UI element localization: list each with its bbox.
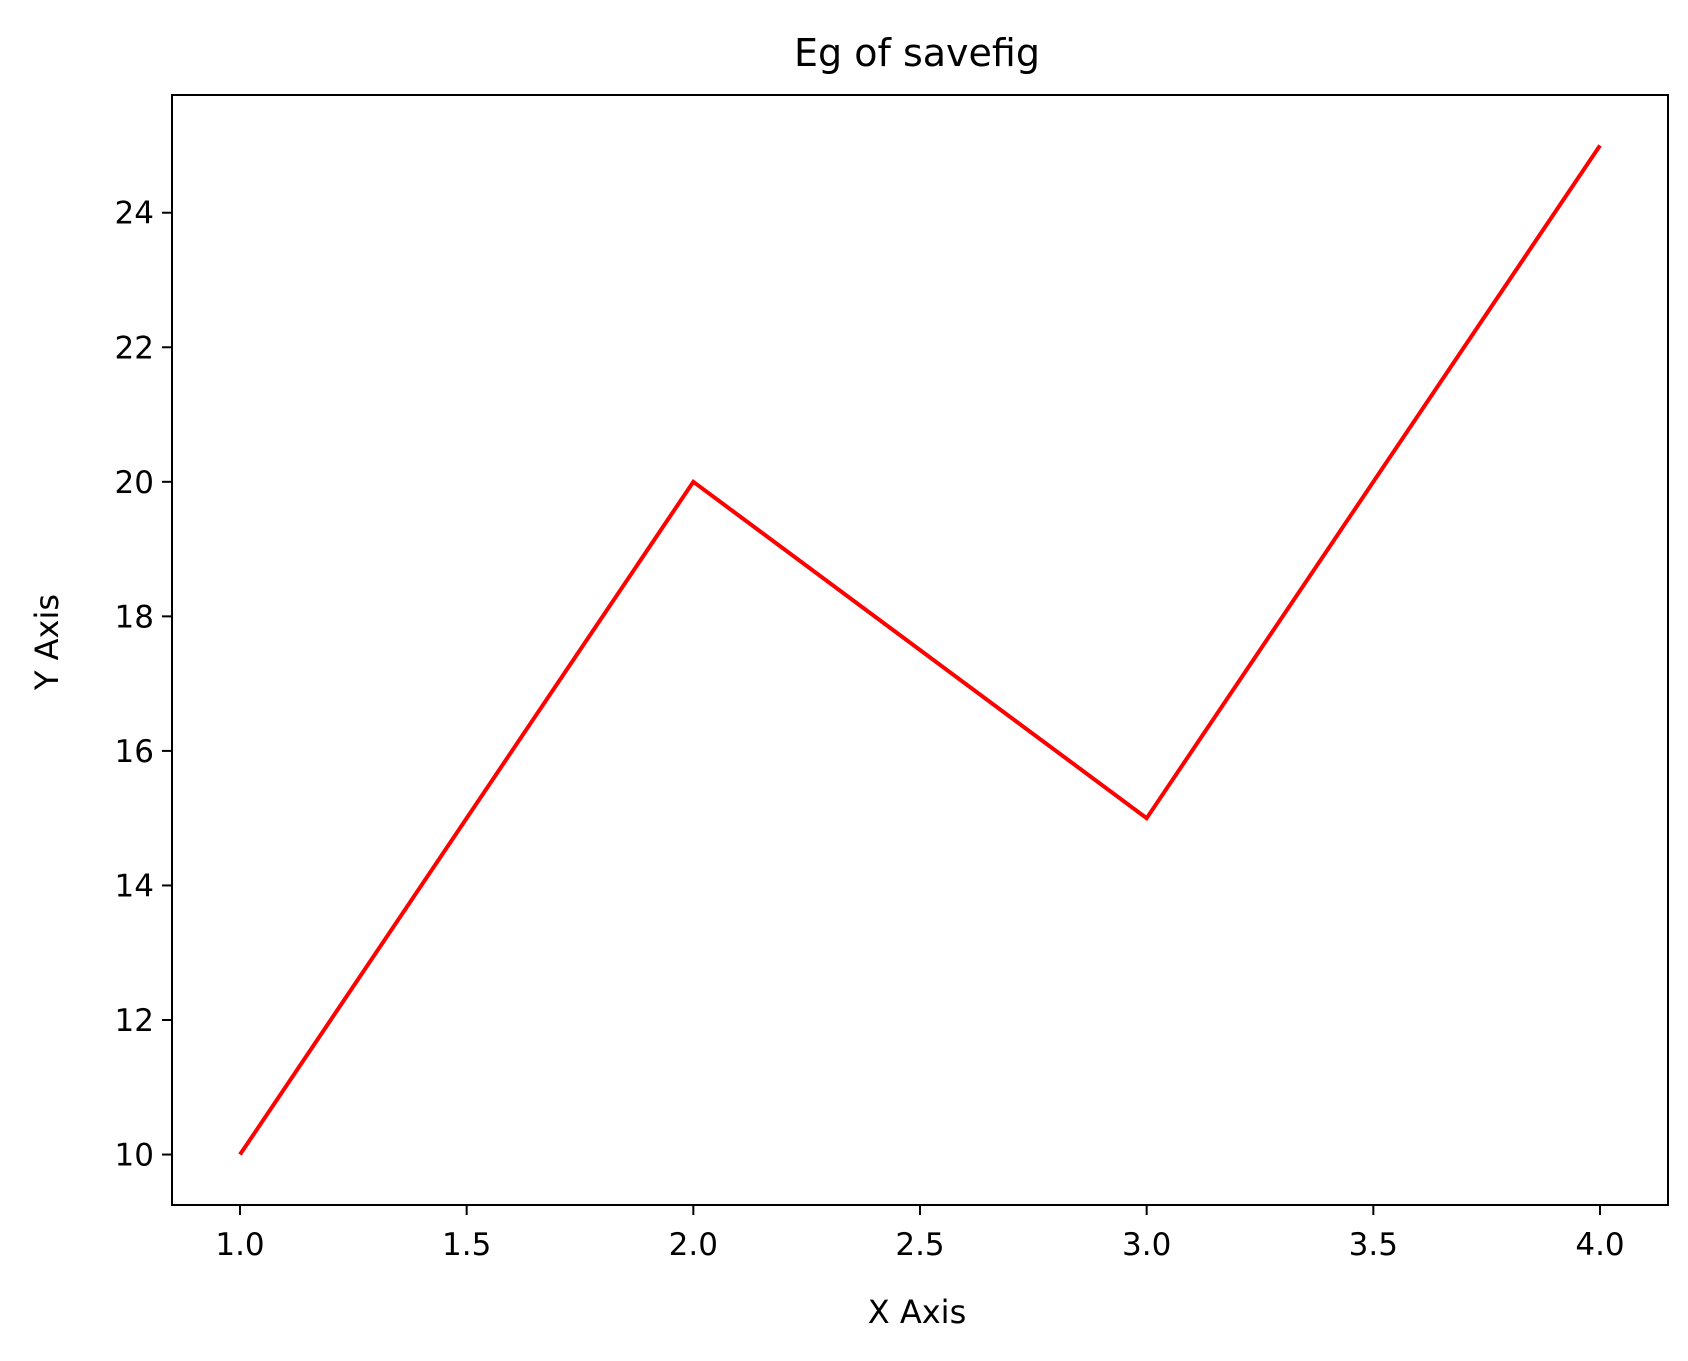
x-axis: 1.0 1.5 2.0 2.5 3.0 3.5 4.0 bbox=[215, 1205, 1625, 1263]
y-tick-label: 16 bbox=[115, 734, 154, 770]
x-axis-label: X Axis bbox=[868, 1293, 966, 1331]
x-tick-label: 2.5 bbox=[895, 1227, 944, 1263]
y-tick-label: 18 bbox=[115, 599, 154, 635]
x-tick-label: 3.0 bbox=[1122, 1227, 1171, 1263]
x-tick-label: 4.0 bbox=[1575, 1227, 1624, 1263]
series-line bbox=[238, 144, 1602, 1156]
x-tick-label: 2.0 bbox=[669, 1227, 718, 1263]
x-tick-label: 3.5 bbox=[1349, 1227, 1398, 1263]
chart-title: Eg of savefig bbox=[794, 31, 1040, 75]
y-tick-label: 22 bbox=[115, 330, 154, 366]
y-axis: 10 12 14 16 18 20 22 24 bbox=[115, 196, 172, 1174]
y-tick-label: 24 bbox=[115, 196, 154, 232]
x-tick-label: 1.0 bbox=[215, 1227, 264, 1263]
x-tick-label: 1.5 bbox=[442, 1227, 491, 1263]
plot-frame bbox=[171, 94, 1669, 1206]
y-tick-label: 14 bbox=[115, 868, 154, 904]
y-axis-label: Y Axis bbox=[28, 594, 66, 691]
y-tick-label: 10 bbox=[115, 1138, 154, 1174]
y-tick-label: 12 bbox=[115, 1003, 154, 1039]
y-tick-label: 20 bbox=[115, 465, 154, 501]
series-layer bbox=[238, 144, 1602, 1156]
